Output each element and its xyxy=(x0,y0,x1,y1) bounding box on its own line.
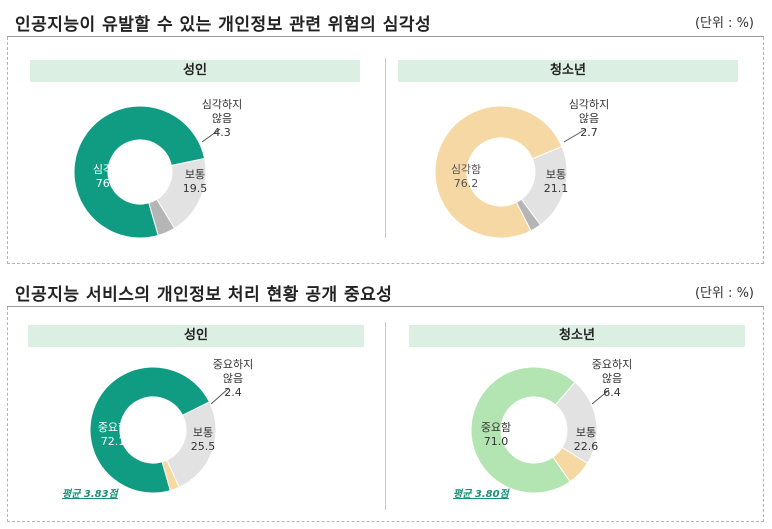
donut-slice-3 xyxy=(161,459,180,492)
donut-slice-1 xyxy=(89,366,211,494)
chart-panel xyxy=(7,307,764,522)
average-score-label: 평균 3.83점 xyxy=(62,489,118,500)
slice-label-3: 중요하지 않음 6.4 xyxy=(592,357,632,399)
donut-svg: 심각함 76.2 보통 21.1 심각하지 않음 2.7 xyxy=(434,97,609,239)
average-score-label: 평균 3.80점 xyxy=(453,489,509,500)
chart-title-banner: 성인 xyxy=(30,60,360,82)
unit-label: (단위 : %) xyxy=(694,16,754,31)
section-header: 인공지능 서비스의 개인정보 처리 현황 공개 중요성 (단위 : %) xyxy=(7,276,764,307)
leader-line xyxy=(591,389,610,405)
donut-svg: 심각함 76.1 보통 19.5 심각하지 않음 4.3 xyxy=(73,97,242,239)
donut-slice-3 xyxy=(552,446,589,483)
slice-label-1: 중요함 71.0 xyxy=(481,421,511,448)
chart-title-banner: 성인 xyxy=(28,325,364,347)
slice-label-1: 심각함 76.1 xyxy=(93,163,123,190)
section-title: 인공지능 서비스의 개인정보 처리 현황 공개 중요성 xyxy=(15,285,393,305)
donut-slice-1 xyxy=(434,105,563,239)
donut-chart-adult-importance: 성인 중요함 72.1 보통 25.5 중요하지 않음 2.4 평균 3.83점 xyxy=(28,325,364,515)
slice-label-2: 보통 22.6 xyxy=(574,426,599,453)
donut-slice-3 xyxy=(148,198,176,237)
chart-title-banner: 청소년 xyxy=(398,60,738,82)
slice-label-3: 심각하지 않음 2.7 xyxy=(569,97,609,139)
section-disclosure-importance: 인공지능 서비스의 개인정보 처리 현황 공개 중요성 (단위 : %) xyxy=(7,276,764,522)
slice-label-3: 심각하지 않음 4.3 xyxy=(202,97,242,139)
donut-chart-youth-risk: 청소년 심각함 76.2 보통 21.1 심각하지 않음 2.7 xyxy=(398,60,738,240)
panel-divider xyxy=(385,322,386,510)
slice-label-2: 보통 25.5 xyxy=(191,426,216,453)
donut-slice-1 xyxy=(73,105,206,239)
chart-panel xyxy=(7,37,764,264)
section-title: 인공지능이 유발할 수 있는 개인정보 관련 위험의 심각성 xyxy=(15,15,432,35)
donut-svg: 중요함 72.1 보통 25.5 중요하지 않음 2.4 xyxy=(89,357,253,494)
slice-label-1: 심각함 76.2 xyxy=(451,163,481,190)
donut-svg: 중요함 71.0 보통 22.6 중요하지 않음 6.4 xyxy=(470,357,632,494)
donut-chart-adult-risk: 성인 심각함 76.1 보통 19.5 심각하지 않음 4.3 xyxy=(30,60,360,240)
unit-label: (단위 : %) xyxy=(694,286,754,301)
slice-label-1: 중요함 72.1 xyxy=(98,421,128,448)
slice-label-2: 보통 21.1 xyxy=(544,168,569,195)
donut-slice-1 xyxy=(470,366,576,494)
donut-chart-youth-importance: 청소년 중요함 71.0 보통 22.6 중요하지 않음 6.4 평균 3.80점 xyxy=(409,325,745,515)
panel-divider xyxy=(385,58,386,238)
section-risk-severity: 인공지능이 유발할 수 있는 개인정보 관련 위험의 심각성 (단위 : %) xyxy=(7,6,764,264)
slice-label-3: 중요하지 않음 2.4 xyxy=(213,357,253,399)
leader-line xyxy=(563,128,587,143)
section-header: 인공지능이 유발할 수 있는 개인정보 관련 위험의 심각성 (단위 : %) xyxy=(7,6,764,37)
slice-label-2: 보통 19.5 xyxy=(183,168,208,195)
leader-line xyxy=(201,128,221,143)
chart-title-banner: 청소년 xyxy=(409,325,745,347)
donut-slice-3 xyxy=(515,198,542,232)
leader-line xyxy=(210,387,230,405)
